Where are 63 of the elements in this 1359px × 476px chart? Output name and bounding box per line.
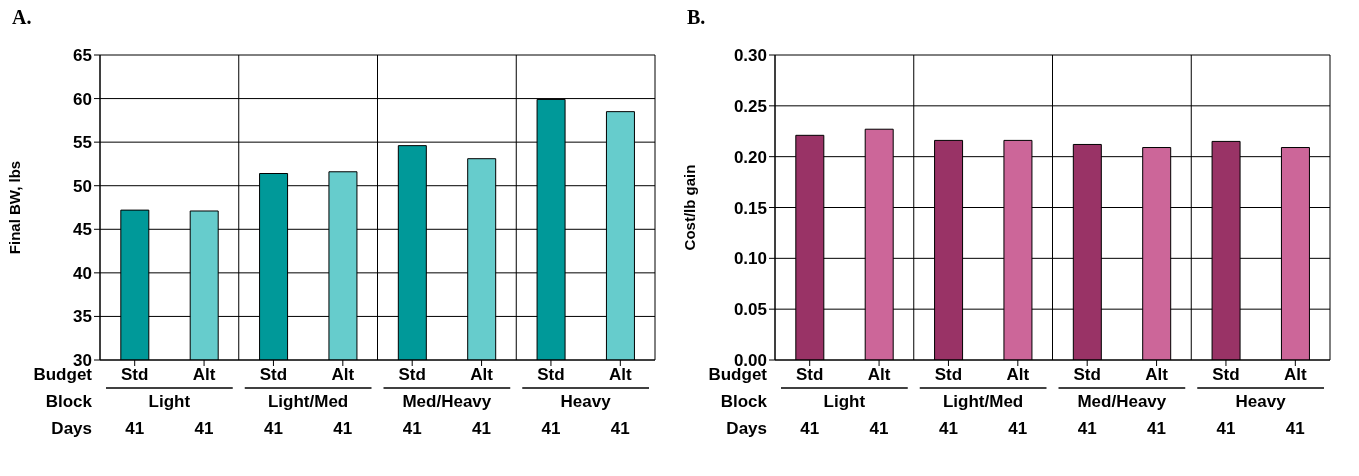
x-tick-label: Std — [1073, 365, 1101, 385]
y-tick-label: 0.20 — [733, 147, 767, 167]
y-tick-label: 65 — [73, 46, 92, 66]
text: Days — [726, 419, 767, 438]
x-tick-label: Std — [795, 365, 824, 385]
text: 41 — [125, 419, 145, 438]
text: 41 — [800, 419, 820, 438]
text: 41 — [610, 419, 630, 438]
x-tick-label: Alt — [192, 365, 216, 385]
text: 41 — [333, 419, 353, 438]
text: Light — [148, 392, 191, 411]
x-tick-label: Alt — [867, 365, 891, 385]
x-tick-label: Alt — [608, 365, 632, 385]
chart-title: A. — [12, 6, 32, 28]
y-tick-label: 0.15 — [733, 198, 767, 218]
text: Budget — [33, 365, 93, 384]
y-tick-label: 0.05 — [733, 300, 767, 320]
y-tick-label: 45 — [73, 220, 92, 240]
y-tick-label: 0.30 — [733, 46, 767, 66]
text: 41 — [1077, 419, 1097, 438]
text: Heavy — [1235, 392, 1287, 411]
text: 41 — [938, 419, 958, 438]
text: 41 — [194, 419, 214, 438]
y-axis-title: Final BW, lbs — [6, 160, 24, 255]
y-tick-label: 35 — [73, 307, 92, 327]
y-axis-title: Cost/lb gain — [681, 164, 699, 251]
y-tick-label: 0.25 — [733, 96, 767, 116]
text: Light — [823, 392, 866, 411]
text: 41 — [1216, 419, 1236, 438]
y-tick-label: 40 — [73, 263, 92, 283]
text: 41 — [1285, 419, 1305, 438]
text: Block — [720, 392, 768, 411]
text: 41 — [541, 419, 561, 438]
text: Days — [51, 419, 92, 438]
y-tick-label: 60 — [73, 89, 92, 109]
x-tick-label: Std — [120, 365, 149, 385]
y-tick-label: 55 — [73, 133, 92, 153]
x-tick-label: Alt — [470, 365, 494, 385]
text: Block — [45, 392, 93, 411]
text: 41 — [402, 419, 422, 438]
text: 41 — [869, 419, 889, 438]
x-tick-label: Std — [1212, 365, 1240, 385]
chart-title: B. — [687, 6, 706, 28]
text: Heavy — [560, 392, 612, 411]
x-tick-label: Alt — [1006, 365, 1030, 385]
text: 41 — [1147, 419, 1167, 438]
x-tick-label: Alt — [331, 365, 355, 385]
x-tick-label: Alt — [1145, 365, 1169, 385]
text: Med/Heavy — [402, 392, 492, 411]
y-tick-label: 0.10 — [733, 249, 767, 269]
text: Light/Med — [942, 392, 1024, 411]
x-tick-label: Std — [934, 365, 963, 385]
text: Budget — [708, 365, 768, 384]
x-tick-label: Std — [259, 365, 288, 385]
text: 41 — [1008, 419, 1028, 438]
x-tick-label: Std — [537, 365, 565, 385]
text: Med/Heavy — [1077, 392, 1167, 411]
y-tick-label: 50 — [73, 176, 92, 196]
text: 41 — [263, 419, 283, 438]
text: Light/Med — [267, 392, 349, 411]
text: 41 — [472, 419, 492, 438]
x-tick-label: Alt — [1283, 365, 1307, 385]
x-tick-label: Std — [398, 365, 426, 385]
